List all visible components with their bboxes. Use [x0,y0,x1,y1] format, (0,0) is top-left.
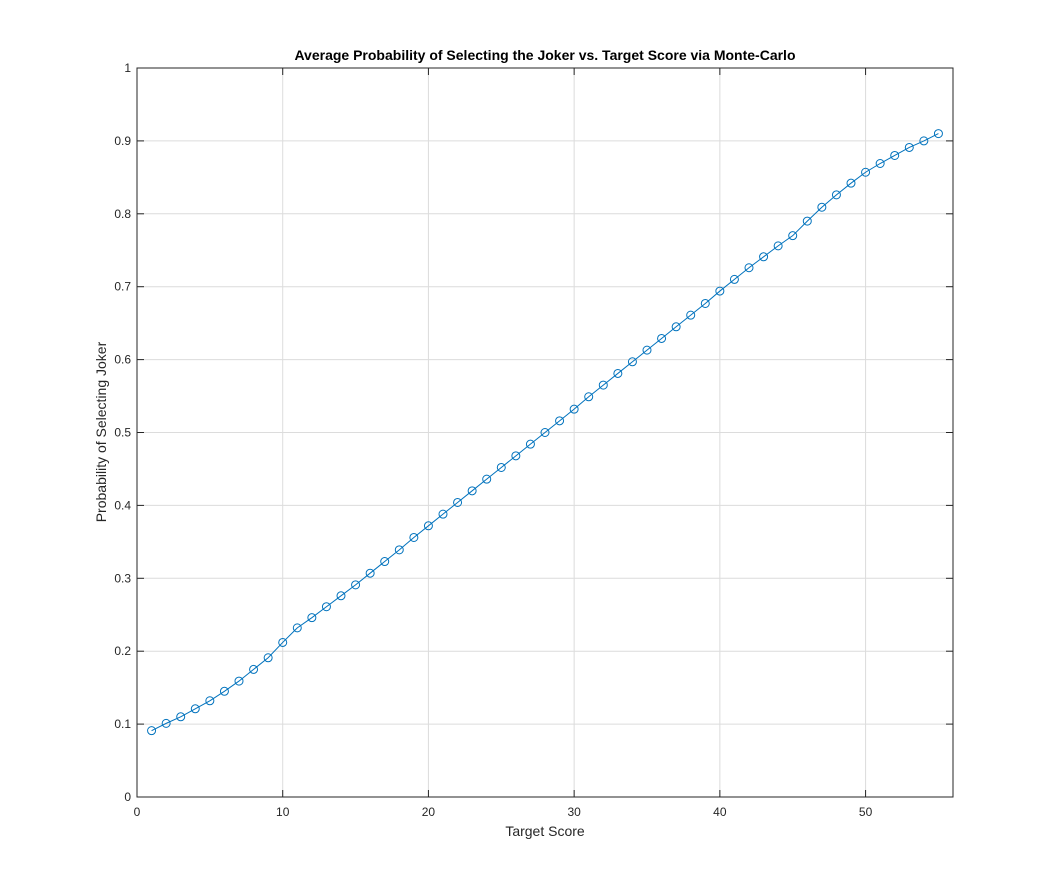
x-tick-label: 40 [713,805,727,819]
data-point [686,310,696,320]
y-tick-label: 0.7 [114,280,131,294]
x-tick-label: 0 [134,805,141,819]
data-point [788,231,798,241]
data-point [875,158,885,168]
y-tick-label: 1 [124,61,131,75]
data-point [846,178,856,188]
data-point [161,718,171,728]
data-point [759,252,769,262]
data-point [205,696,215,706]
data-point [729,274,739,284]
y-tick-label: 0.8 [114,207,131,221]
data-point [496,462,506,472]
data-point [773,241,783,251]
data-point [598,380,608,390]
data-point [176,712,186,722]
y-tick-label: 0.9 [114,134,131,148]
data-point [321,602,331,612]
series-line [151,133,939,732]
data-point [817,202,827,212]
data-point [933,129,943,139]
data-point [147,726,157,736]
data-point [569,404,579,414]
data-point [642,345,652,355]
data-point [861,167,871,177]
data-point [671,322,681,332]
y-tick-label: 0.4 [114,498,131,512]
y-tick-label: 0.6 [114,353,131,367]
data-point [336,591,346,601]
y-tick-label: 0.5 [114,426,131,440]
data-point [292,623,302,633]
data-point [584,392,594,402]
data-point [467,486,477,496]
x-tick-label: 50 [859,805,873,819]
y-axis-label: Probability of Selecting Joker [93,341,109,522]
data-point [715,286,725,296]
data-point [438,509,448,519]
data-point [700,298,710,308]
data-point [511,451,521,461]
data-point [380,557,390,567]
data-point [234,676,244,686]
data-point [219,686,229,696]
data-point [190,704,200,714]
data-point [613,368,623,378]
data-point [540,428,550,437]
data-point [394,545,404,555]
data-point [744,263,754,273]
data-point [365,568,375,578]
y-tick-label: 0.2 [114,644,131,658]
x-tick-label: 20 [422,805,436,819]
y-tick-label: 0.3 [114,571,131,585]
data-point [249,664,259,674]
data-point [263,653,273,663]
data-point [482,474,492,484]
ticks: 0 10 20 30 40 50 0 0.1 0.2 0.3 0.4 0.5 0.6 0.7 0.8 0.9 1 [114,61,953,819]
data-point [657,333,667,343]
data-point [409,532,419,542]
data-point [307,613,317,623]
x-tick-label: 10 [276,805,290,819]
x-tick-label: 30 [567,805,581,819]
chart-title: Average Probability of Selecting the Jok… [294,47,795,63]
x-axis-label: Target Score [505,823,585,839]
data-point [423,521,433,531]
y-tick-label: 0 [124,790,131,804]
data-point [890,150,900,160]
data-point [351,580,361,590]
data-point [555,416,565,426]
data-point [919,136,929,146]
data-point [525,439,535,449]
data-point [802,216,812,226]
data-point [831,190,841,200]
series-group [147,129,943,736]
data-point [453,497,463,507]
data-point [904,142,914,152]
data-point [278,637,288,647]
y-tick-label: 0.1 [114,717,131,731]
data-point [627,357,637,367]
